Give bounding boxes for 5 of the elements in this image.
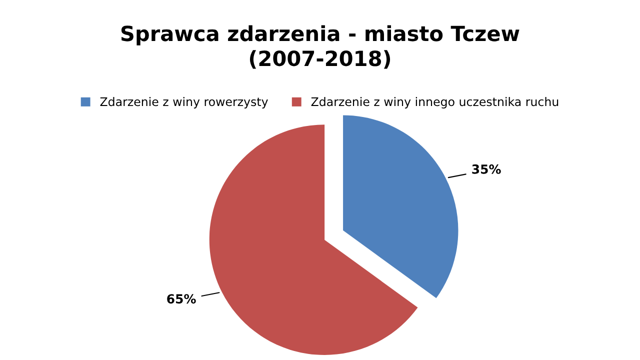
legend-label: Zdarzenie z winy rowerzysty (100, 97, 268, 108)
data-label: 35% (472, 164, 501, 174)
legend-label: Zdarzenie z winy innego uczestnika ruchu (311, 97, 558, 108)
data-label: 65% (167, 294, 196, 304)
chart-title: Sprawca zdarzenia - miasto Tczew (2007-2018) (121, 25, 520, 69)
